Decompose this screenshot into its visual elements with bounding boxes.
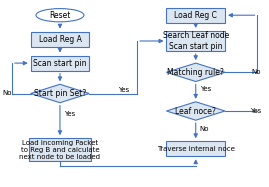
FancyBboxPatch shape — [29, 138, 91, 161]
Polygon shape — [167, 63, 225, 82]
Text: No: No — [200, 125, 209, 131]
Text: Search Leaf node
Scan start pin: Search Leaf node Scan start pin — [162, 31, 229, 51]
FancyBboxPatch shape — [31, 32, 89, 47]
Text: Start pin Set?: Start pin Set? — [34, 89, 86, 98]
Text: Yes: Yes — [64, 111, 75, 117]
FancyBboxPatch shape — [31, 56, 89, 71]
Text: No: No — [3, 91, 12, 96]
Text: Traverse internal noce: Traverse internal noce — [157, 146, 235, 152]
Polygon shape — [167, 102, 225, 120]
FancyBboxPatch shape — [167, 8, 225, 23]
Text: Yes: Yes — [250, 108, 261, 114]
Polygon shape — [31, 84, 89, 103]
Text: Reset: Reset — [49, 11, 71, 20]
Text: Scan start pin: Scan start pin — [33, 59, 87, 68]
FancyBboxPatch shape — [167, 31, 225, 51]
Text: Matching rule?: Matching rule? — [167, 68, 224, 77]
Text: Load incoming Packet
to Reg B and calculate
next node to be loaded: Load incoming Packet to Reg B and calcul… — [19, 140, 100, 160]
Ellipse shape — [36, 9, 84, 22]
Text: No: No — [252, 69, 261, 75]
Text: Load Reg A: Load Reg A — [38, 35, 82, 44]
Text: Yes: Yes — [118, 88, 129, 94]
FancyBboxPatch shape — [167, 141, 225, 156]
Text: Leaf noce?: Leaf noce? — [175, 107, 216, 116]
Text: Load Reg C: Load Reg C — [174, 11, 217, 20]
Text: Yes: Yes — [200, 86, 211, 92]
